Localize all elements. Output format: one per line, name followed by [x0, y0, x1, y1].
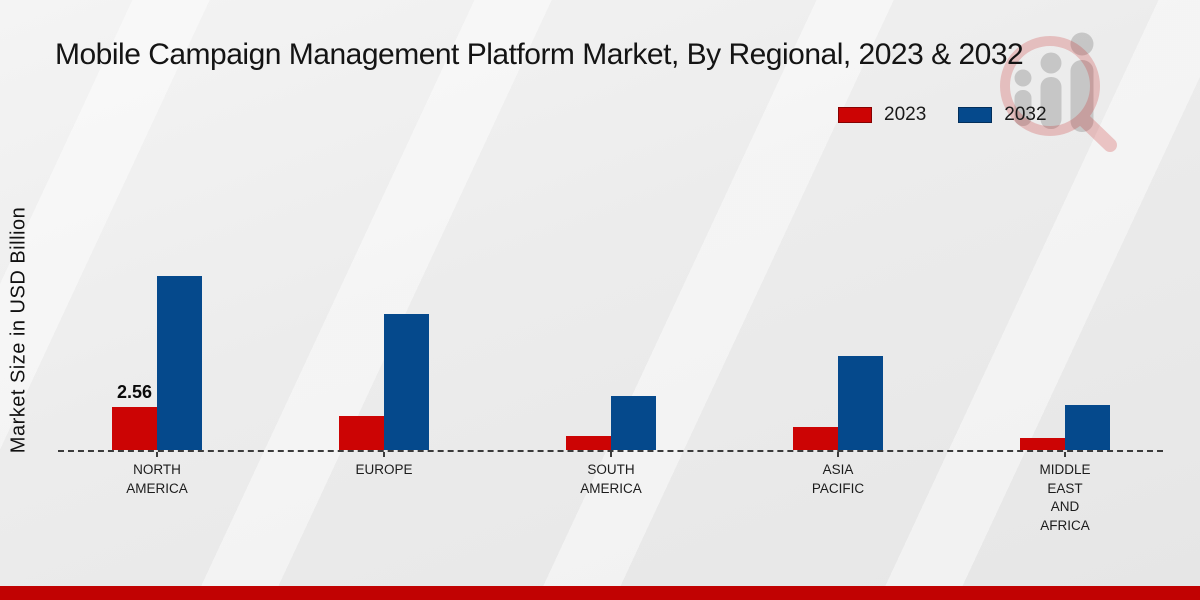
legend: 2023 2032 [838, 104, 1047, 126]
x-axis-tick [610, 452, 612, 457]
legend-item-2023: 2023 [838, 104, 926, 126]
bar-2032-europe [384, 314, 429, 450]
bar-2023-europe [339, 416, 384, 450]
y-axis-label: Market Size in USD Billion [7, 206, 30, 454]
legend-swatch-2032 [958, 107, 993, 123]
x-axis-category-label: MIDDLE EAST AND AFRICA [1039, 462, 1091, 533]
bar-value-label: 2.56 [116, 382, 153, 403]
bar-2023-north-america [112, 406, 157, 450]
bar-2023-middle-east-and-africa [1020, 438, 1065, 450]
x-axis-tick [156, 452, 158, 457]
chart-title: Mobile Campaign Management Platform Mark… [55, 38, 1024, 71]
legend-label: 2032 [1004, 104, 1047, 125]
magnifier-bar-chart-logo-icon [1000, 32, 1117, 152]
legend-label: 2023 [884, 104, 927, 125]
x-axis-tick [837, 452, 839, 457]
bar-2023-south-america [566, 435, 611, 450]
x-axis-category-label: SOUTH AMERICA [580, 462, 642, 496]
bar-2032-south-america [611, 395, 656, 450]
x-axis-category-label: ASIA PACIFIC [811, 462, 865, 496]
x-axis-tick [1064, 452, 1066, 457]
bar-2032-north-america [157, 275, 202, 450]
legend-item-2032: 2032 [958, 104, 1047, 126]
footer-accent-strip [0, 586, 1200, 600]
bar-2023-asia-pacific [793, 427, 838, 450]
x-axis-baseline [58, 450, 1163, 452]
legend-swatch-2023 [838, 107, 872, 123]
bar-2032-asia-pacific [838, 355, 883, 450]
x-axis-category-label: NORTH AMERICA [126, 462, 188, 496]
x-axis-tick [383, 452, 385, 457]
bar-2032-middle-east-and-africa [1065, 404, 1110, 450]
x-axis-category-label: EUROPE [355, 462, 413, 477]
